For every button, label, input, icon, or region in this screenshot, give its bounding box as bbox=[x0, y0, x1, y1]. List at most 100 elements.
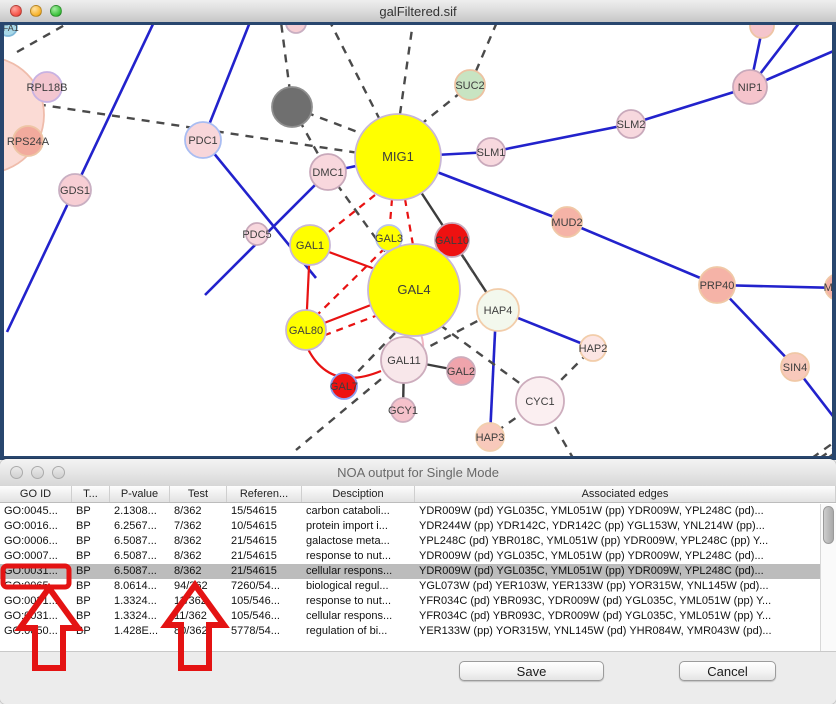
table-row[interactable]: GO:0065... BP 8.0614... 94/362 7260/54... bio… bbox=[0, 579, 820, 594]
cell-description: carbon cataboli... bbox=[306, 505, 390, 517]
cell-p_value: 6.5087... bbox=[114, 550, 157, 562]
graph-node-label: GDS1 bbox=[60, 185, 90, 197]
graph-node-gal80[interactable] bbox=[285, 309, 327, 351]
graph-node-label: GAL11 bbox=[387, 355, 420, 367]
cell-test: 11/362 bbox=[174, 595, 207, 607]
graph-node-suc2[interactable] bbox=[454, 69, 486, 101]
graph-edge-gray bbox=[439, 324, 541, 399]
graph-node-pdc5[interactable] bbox=[245, 222, 269, 246]
graph-node-label: MSL1 bbox=[824, 282, 836, 294]
graph-node-pdc1[interactable] bbox=[184, 121, 222, 159]
cell-edges: YER133W (pp) YOR315W, YNL145W (pd) YHR08… bbox=[419, 625, 772, 637]
table-row[interactable]: GO:0016... BP 6.2567... 7/362 10/54615 protei… bbox=[0, 519, 820, 534]
graph-node-gal4[interactable] bbox=[367, 243, 461, 337]
graph-node-gds1[interactable] bbox=[58, 173, 92, 207]
results-table: GO ID T... P-value Test Referen... Desciption… bbox=[0, 486, 836, 652]
graph-node-slm1[interactable] bbox=[476, 137, 506, 167]
minimize-icon[interactable] bbox=[31, 466, 44, 479]
cell-reference: 105/546... bbox=[231, 595, 280, 607]
close-icon[interactable] bbox=[10, 5, 22, 17]
network-canvas[interactable]: TFA1 RPL18B RPS24A GDS1 PDC1 DMC1 MIG1 SUC2 SLM1… bbox=[0, 22, 836, 460]
graph-node-label: SLM1 bbox=[477, 147, 506, 159]
graph-node-slm2[interactable] bbox=[616, 109, 646, 139]
cell-test: 8/362 bbox=[174, 565, 202, 577]
column-header-type[interactable]: T... bbox=[72, 486, 110, 502]
column-header-edges[interactable]: Associated edges bbox=[415, 486, 836, 502]
cell-test: 8/362 bbox=[174, 505, 202, 517]
save-button[interactable]: Save bbox=[459, 661, 604, 681]
graph-node-cyc1[interactable] bbox=[515, 376, 565, 426]
cell-p_value: 2.1308... bbox=[114, 505, 157, 517]
graph-node-gcy1[interactable] bbox=[390, 397, 416, 423]
column-header-description[interactable]: Desciption bbox=[302, 486, 415, 502]
table-row[interactable]: GO:0031... BP 6.5087... 8/362 21/54615 cellul… bbox=[0, 564, 820, 579]
button-bar: Save Cancel bbox=[0, 651, 836, 704]
cell-edges: YFR034C (pd) YBR093C, YDR009W (pd) YGL03… bbox=[419, 610, 772, 622]
graph-node-label: MIG1 bbox=[382, 149, 414, 164]
graph-node-label: SLM2 bbox=[617, 119, 646, 131]
cell-type: BP bbox=[76, 595, 91, 607]
table-row[interactable]: GO:0031... BP 1.3324... 11/362 105/546... res… bbox=[0, 594, 820, 609]
graph-node-hap2[interactable] bbox=[579, 334, 607, 362]
graph-node-hap3[interactable] bbox=[475, 422, 505, 452]
graph-node-gal10[interactable] bbox=[434, 222, 470, 258]
cell-test: 11/362 bbox=[174, 610, 207, 622]
graph-node-label: RPL18B bbox=[27, 82, 68, 94]
table-row[interactable]: GO:0031... BP 1.3324... 11/362 105/546... cel… bbox=[0, 609, 820, 624]
graph-node-rpl18b[interactable] bbox=[31, 71, 63, 103]
column-header-test[interactable]: Test bbox=[170, 486, 227, 502]
graph-node-unlabeled[interactable] bbox=[749, 22, 775, 39]
table-header-row: GO ID T... P-value Test Referen... Desciption… bbox=[0, 486, 836, 503]
graph-node-label: RPS24A bbox=[7, 136, 50, 148]
network-graph: TFA1 RPL18B RPS24A GDS1 PDC1 DMC1 MIG1 SUC2 SLM1… bbox=[0, 22, 836, 456]
graph-node-msl1[interactable] bbox=[824, 274, 836, 300]
cell-go_id: GO:0016... bbox=[4, 520, 58, 532]
table-row[interactable]: GO:0050... BP 1.428E... 80/362 5778/54... reg… bbox=[0, 624, 820, 639]
graph-node-nip1[interactable] bbox=[732, 69, 768, 105]
graph-node-sin4[interactable] bbox=[780, 352, 810, 382]
column-header-p_value[interactable]: P-value bbox=[110, 486, 170, 502]
graph-node-gal2[interactable] bbox=[446, 356, 476, 386]
cell-p_value: 6.5087... bbox=[114, 565, 157, 577]
vertical-scrollbar[interactable] bbox=[820, 504, 836, 652]
cell-test: 80/362 bbox=[174, 625, 208, 637]
close-icon[interactable] bbox=[10, 466, 23, 479]
cell-type: BP bbox=[76, 505, 91, 517]
cell-description: regulation of bi... bbox=[306, 625, 388, 637]
table-row[interactable]: GO:0006... BP 6.5087... 8/362 21/54615 galact… bbox=[0, 534, 820, 549]
zoom-icon[interactable] bbox=[50, 5, 62, 17]
graph-node-unlabeled[interactable] bbox=[271, 86, 313, 128]
cell-test: 94/362 bbox=[174, 580, 208, 592]
cell-test: 8/362 bbox=[174, 535, 202, 547]
scrollbar-thumb[interactable] bbox=[823, 506, 834, 544]
table-row[interactable]: GO:0007... BP 6.5087... 8/362 21/54615 respon… bbox=[0, 549, 820, 564]
zoom-icon[interactable] bbox=[52, 466, 65, 479]
cell-edges: YFR034C (pd) YBR093C, YDR009W (pd) YGL03… bbox=[419, 595, 772, 607]
graph-node-rps24a[interactable] bbox=[12, 125, 44, 157]
graph-node-label: CYC1 bbox=[525, 396, 554, 408]
cell-reference: 15/54615 bbox=[231, 505, 277, 517]
table-row[interactable]: GO:0045... BP 2.1308... 8/362 15/54615 carbon… bbox=[0, 504, 820, 519]
graph-window: galFiltered.sif TFA1 RPL18B RPS24A GDS1 PDC1… bbox=[0, 0, 836, 460]
cell-type: BP bbox=[76, 580, 91, 592]
cell-go_id: GO:0007... bbox=[4, 550, 58, 562]
graph-node-mud2[interactable] bbox=[551, 206, 583, 238]
cancel-button[interactable]: Cancel bbox=[679, 661, 776, 681]
graph-node-gal7[interactable] bbox=[330, 372, 358, 400]
column-header-go_id[interactable]: GO ID bbox=[0, 486, 72, 502]
graph-node-gal11[interactable] bbox=[380, 336, 428, 384]
graph-node-hap4[interactable] bbox=[476, 288, 520, 332]
column-header-reference[interactable]: Referen... bbox=[227, 486, 302, 502]
minimize-icon[interactable] bbox=[30, 5, 42, 17]
graph-node-unlabeled[interactable] bbox=[285, 22, 307, 34]
graph-edge-gray bbox=[820, 448, 832, 456]
cell-go_id: GO:0006... bbox=[4, 535, 58, 547]
graph-node-tfa1[interactable] bbox=[0, 22, 18, 37]
cell-description: galactose meta... bbox=[306, 535, 390, 547]
cell-edges: YDR009W (pd) YGL035C, YML051W (pp) YDR00… bbox=[419, 550, 764, 562]
cell-go_id: GO:0065... bbox=[4, 580, 58, 592]
graph-node-gal1[interactable] bbox=[289, 224, 331, 266]
graph-node-prp40[interactable] bbox=[698, 266, 736, 304]
graph-node-dmc1[interactable] bbox=[309, 153, 347, 191]
graph-node-mig1[interactable] bbox=[354, 113, 442, 201]
